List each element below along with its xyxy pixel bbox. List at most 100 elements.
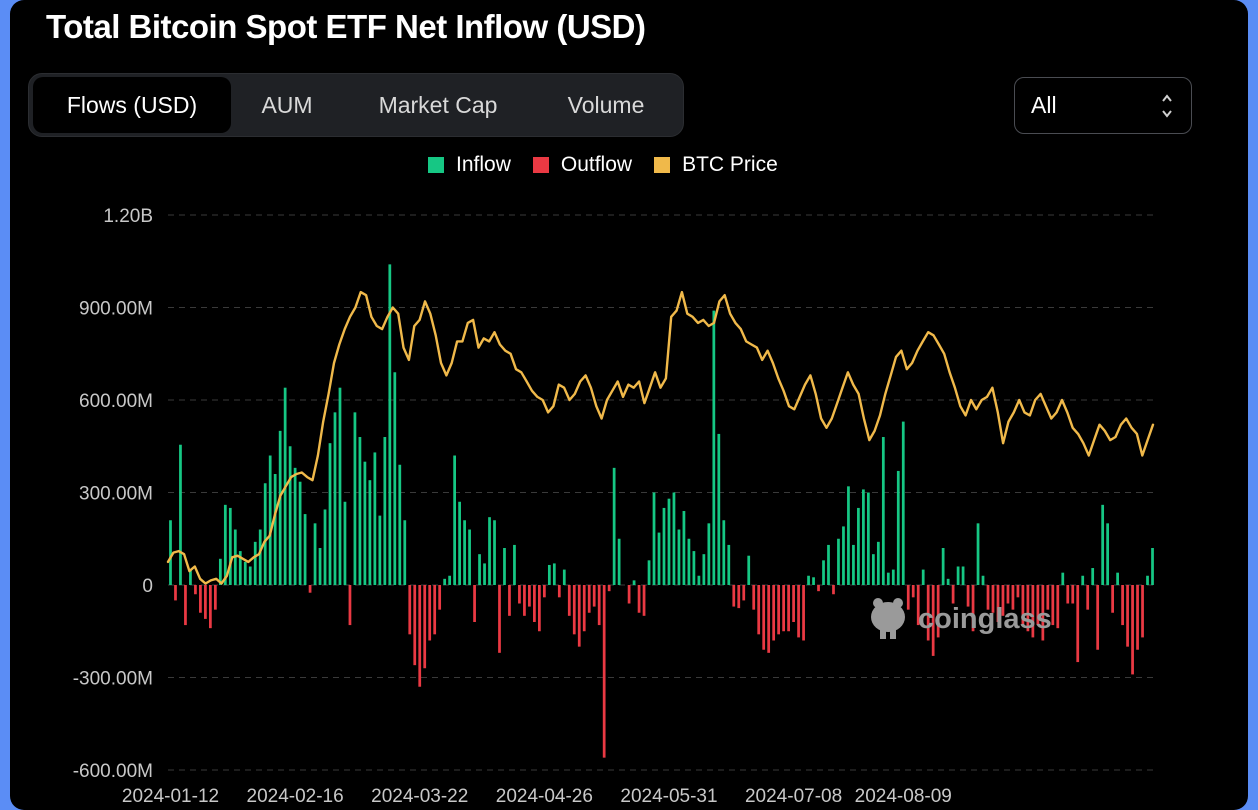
outflow-bar	[428, 585, 432, 641]
inflow-bar	[468, 529, 471, 585]
outflow-bar	[627, 585, 631, 604]
inflow-bar	[647, 560, 651, 585]
outflow-bar	[473, 585, 476, 622]
inflow-bar	[847, 486, 850, 585]
inflow-bar	[443, 578, 447, 585]
outflow-bar	[832, 585, 835, 595]
outflow-bar	[523, 585, 526, 616]
legend-item-outflow[interactable]: Outflow	[532, 153, 632, 177]
coinglass-watermark: coinglass	[871, 598, 1052, 639]
inflow-bar	[1101, 504, 1105, 585]
inflow-bar	[393, 372, 397, 585]
legend-swatch-outflow	[532, 157, 549, 173]
inflow-bar	[881, 437, 885, 585]
outflow-bar	[607, 585, 611, 592]
x-tick-label: 2024-03-22	[371, 786, 468, 807]
outflow-bar	[762, 585, 766, 650]
tab-flows[interactable]: Flows (USD)	[33, 77, 231, 133]
x-tick-label: 2024-05-31	[620, 786, 717, 807]
outflow-bar	[498, 585, 501, 653]
inflow-bar	[1151, 548, 1154, 585]
outflow-bar	[597, 585, 601, 626]
outflow-bar	[408, 585, 412, 635]
inflow-bar	[702, 554, 706, 585]
inflow-bar	[263, 483, 267, 585]
inflow-bar	[886, 572, 890, 585]
inflow-bar	[687, 538, 691, 585]
outflow-bar	[572, 585, 576, 635]
outflow-bar	[772, 585, 776, 641]
outflow-bar	[926, 585, 930, 641]
inflow-bar	[747, 555, 751, 585]
outflow-bar	[911, 585, 915, 598]
inflow-bar	[891, 569, 895, 586]
inflow-bar	[612, 467, 616, 585]
inflow-bar	[253, 541, 257, 585]
inflow-bar	[333, 412, 337, 585]
outflow-bar	[209, 585, 212, 629]
inflow-bar	[248, 566, 252, 585]
legend-item-btc-price[interactable]: BTC Price	[654, 153, 778, 177]
outflow-bar	[732, 585, 736, 607]
legend-item-inflow[interactable]: Inflow	[428, 153, 511, 177]
inflow-bar	[837, 538, 840, 585]
outflow-bar	[757, 585, 761, 635]
outflow-bar	[1076, 585, 1080, 663]
inflow-bar	[876, 541, 880, 585]
outflow-bar	[538, 585, 541, 632]
range-select[interactable]: All	[1014, 77, 1192, 134]
inflow-bar	[956, 566, 960, 585]
inflow-bar	[278, 430, 282, 585]
legend-label-inflow: Inflow	[456, 153, 511, 176]
outflow-bar	[642, 585, 646, 616]
inflow-bar	[842, 526, 845, 585]
watermark-text: coinglass	[918, 603, 1052, 635]
inflow-bar	[667, 498, 671, 585]
inflow-bar	[179, 444, 182, 585]
inflow-bar	[807, 575, 810, 585]
inflow-bar	[852, 544, 855, 585]
inflow-bar	[822, 560, 825, 585]
inflow-bar	[273, 474, 277, 585]
inflow-bar	[298, 481, 302, 585]
outflow-bar	[508, 585, 511, 616]
x-tick-label: 2024-01-12	[122, 786, 219, 807]
inflow-bar	[189, 569, 192, 586]
inflow-bar	[857, 507, 860, 586]
outflow-bar	[174, 585, 177, 601]
outflow-bar	[1046, 585, 1050, 610]
outflow-bar	[1001, 585, 1005, 616]
outflow-bar	[797, 585, 800, 638]
inflow-bar	[617, 538, 621, 585]
inflow-bar	[976, 523, 980, 585]
tab-aum[interactable]: AUM	[261, 91, 313, 118]
outflow-bar	[966, 585, 970, 607]
outflow-bar	[931, 585, 935, 656]
outflow-bar	[802, 585, 805, 641]
tab-market-cap[interactable]: Market Cap	[378, 91, 498, 118]
outflow-bar	[782, 585, 785, 632]
inflow-bar	[453, 455, 456, 585]
x-tick-label: 2024-02-16	[247, 786, 344, 807]
range-select-value: All	[1031, 92, 1057, 118]
inflow-bar	[552, 563, 556, 585]
inflow-bar	[368, 480, 372, 585]
outflow-bar	[777, 585, 781, 635]
outflow-bar	[742, 585, 746, 601]
x-tick-label: 2024-04-26	[496, 786, 593, 807]
outflow-bar	[533, 585, 536, 622]
outflow-bar	[971, 585, 975, 632]
tab-volume[interactable]: Volume	[567, 91, 645, 118]
inflow-bar	[383, 437, 387, 585]
chevron-up-down-icon	[1162, 94, 1172, 118]
outflow-bar	[194, 585, 197, 595]
outflow-bar	[1011, 585, 1015, 610]
outflow-bar	[433, 585, 437, 635]
outflow-bar	[792, 585, 795, 622]
outflow-bar	[418, 585, 422, 687]
inflow-bar	[258, 529, 262, 585]
outflow-bar	[577, 585, 581, 647]
inflow-bar	[921, 569, 925, 586]
outflow-bar	[518, 585, 521, 604]
inflow-bar	[268, 455, 272, 585]
